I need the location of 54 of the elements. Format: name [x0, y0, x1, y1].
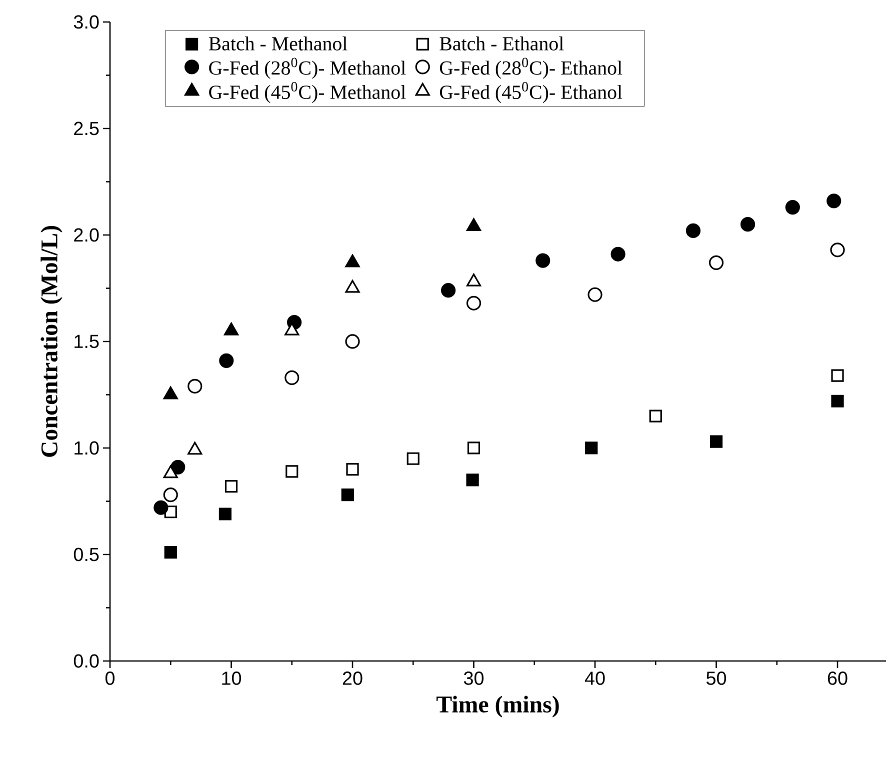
point	[163, 488, 178, 502]
point	[831, 394, 844, 408]
point	[740, 217, 756, 232]
point	[341, 488, 354, 502]
x-axis-title: Time (mins)	[436, 696, 559, 718]
y-tick-label: 0.0	[74, 654, 99, 668]
point	[224, 480, 238, 493]
point	[154, 500, 168, 515]
point	[406, 452, 420, 465]
point	[830, 242, 845, 258]
y-tick-label: 3.0	[74, 15, 99, 29]
x-tick-label: 20	[342, 672, 362, 685]
x-tick-label: 40	[584, 672, 605, 685]
legend-label: G-Fed (28$^{0}$C)- Methanol	[209, 58, 406, 79]
point	[170, 460, 186, 474]
point	[466, 296, 482, 310]
y-axis-title: Concentration (Mol/L)	[40, 226, 62, 457]
y-tick-label: 1.5	[74, 334, 99, 348]
legend-label: G-Fed (45$^{0}$C)- Ethanol	[440, 82, 622, 104]
point	[467, 442, 480, 454]
x-tick-label: 0	[105, 672, 115, 685]
x-tick-label: 50	[706, 672, 726, 685]
point	[536, 253, 550, 268]
legend-label: Batch - Methanol	[208, 36, 348, 50]
point	[585, 442, 598, 454]
point	[831, 369, 844, 382]
legend-label: Batch - Ethanol	[440, 36, 564, 50]
point	[284, 370, 300, 385]
point	[785, 200, 800, 215]
point	[588, 287, 602, 302]
point	[441, 283, 456, 298]
y-tick-label: 2.0	[74, 228, 99, 242]
y-tick-label: 0.5	[74, 548, 99, 562]
point	[346, 462, 359, 476]
point	[286, 465, 298, 478]
legend-label: G-Fed (28$^{0}$C)- Ethanol	[440, 58, 622, 79]
point	[188, 378, 202, 394]
point	[218, 508, 232, 520]
point	[708, 255, 724, 270]
x-tick-label: 30	[464, 672, 484, 685]
point	[686, 223, 701, 238]
point	[345, 334, 360, 349]
y-tick-label: 1.0	[74, 441, 99, 455]
point	[466, 474, 479, 486]
x-tick-label: 60	[828, 672, 848, 685]
point	[649, 410, 662, 422]
point	[710, 435, 723, 448]
point	[164, 546, 177, 559]
point	[219, 353, 234, 368]
point	[610, 246, 626, 262]
legend-label: G-Fed (45$^{0}$C)- Methanol	[209, 82, 406, 104]
point	[826, 194, 842, 208]
x-tick-label: 10	[222, 672, 242, 685]
y-tick-label: 2.5	[74, 122, 99, 136]
